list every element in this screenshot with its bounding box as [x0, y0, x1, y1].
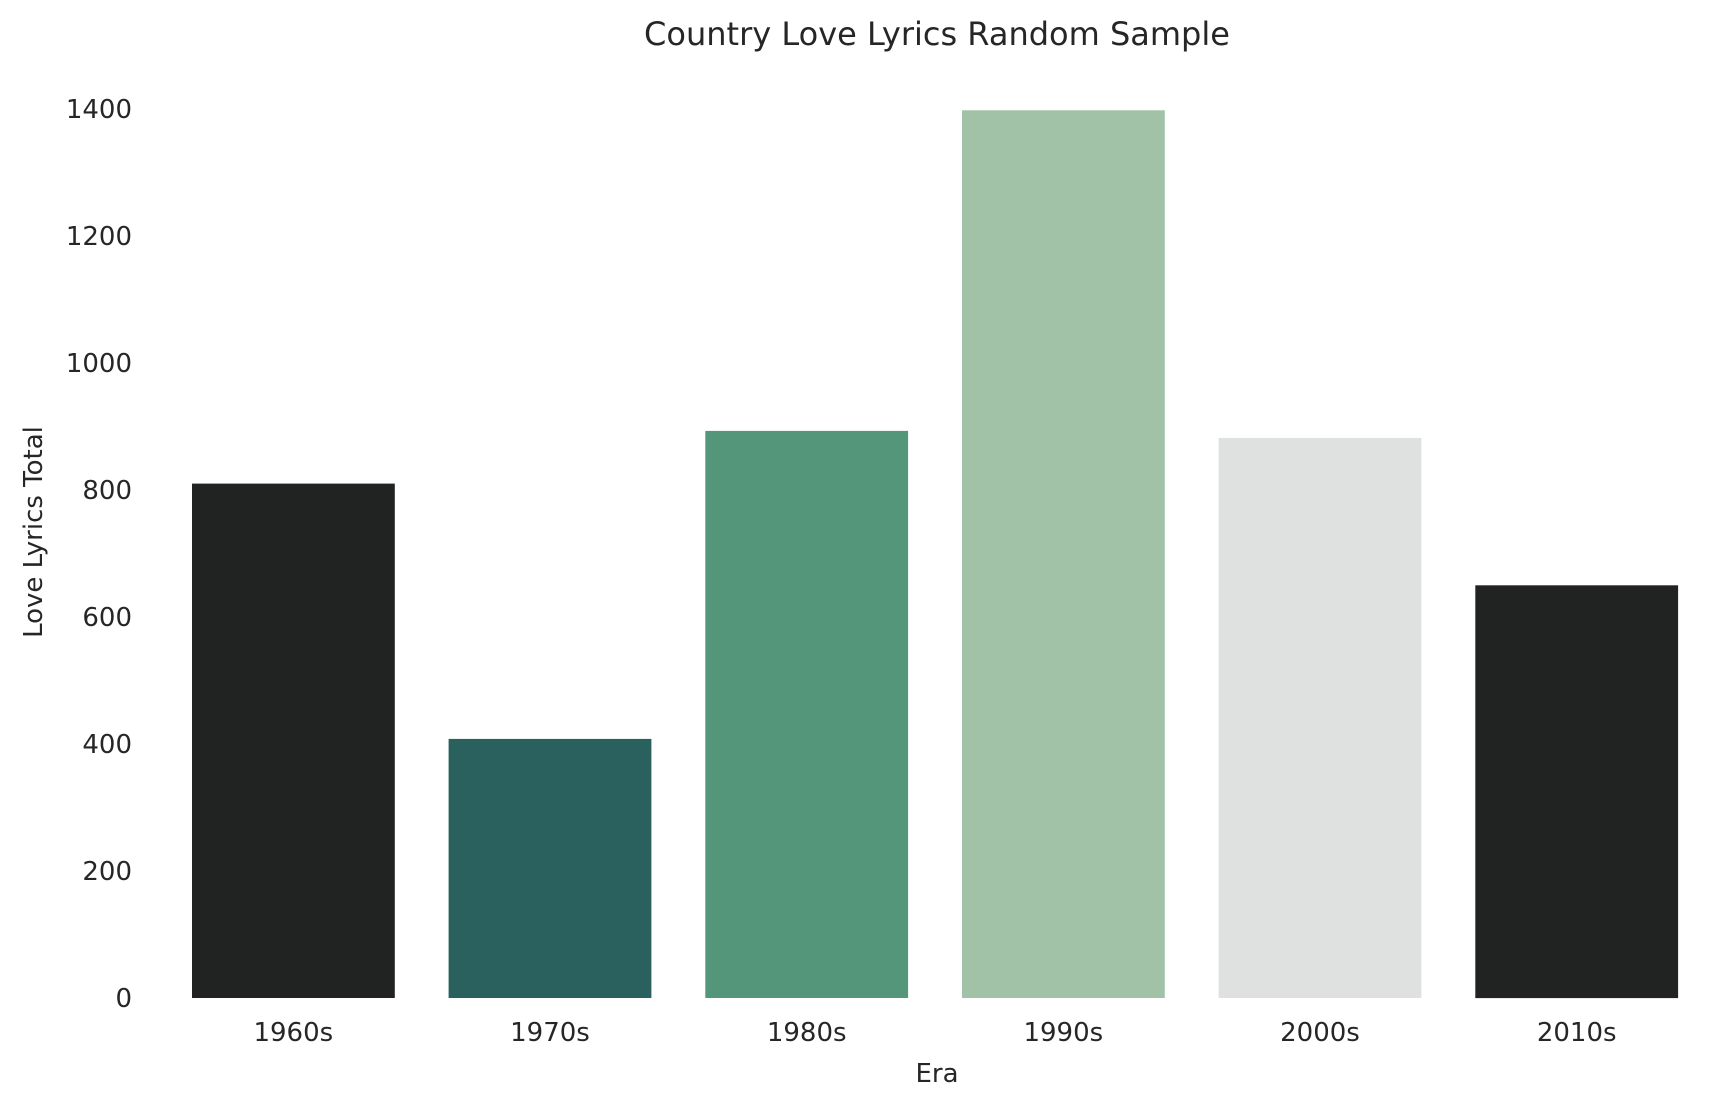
x-tick-label: 1970s	[510, 1018, 590, 1048]
bar-1980s	[705, 430, 909, 998]
y-tick-label: 800	[82, 476, 132, 506]
bar-1970s	[448, 738, 652, 998]
y-tick-label: 0	[115, 984, 132, 1014]
x-tick-label: 2000s	[1280, 1018, 1360, 1048]
bar-1990s	[962, 110, 1165, 999]
y-axis-ticks: 0 200 400 600 800 1000 1200 1400	[66, 95, 132, 1014]
x-axis-ticks: 1960s 1970s 1980s 1990s 2000s 2010s	[253, 1018, 1616, 1048]
y-tick-label: 600	[82, 603, 132, 633]
y-tick-label: 1000	[66, 349, 132, 379]
bar-2000s	[1218, 437, 1422, 998]
x-tick-label: 1990s	[1023, 1018, 1103, 1048]
bar-2010s	[1475, 585, 1679, 999]
x-tick-label: 1980s	[767, 1018, 847, 1048]
x-tick-label: 2010s	[1537, 1018, 1617, 1048]
y-axis-label: Love Lyrics Total	[19, 426, 49, 638]
x-axis-label: Era	[915, 1059, 958, 1089]
y-tick-label: 1200	[66, 222, 132, 252]
y-tick-label: 400	[82, 730, 132, 760]
bar-1960s	[192, 483, 395, 999]
y-tick-label: 200	[82, 857, 132, 887]
chart-title: Country Love Lyrics Random Sample	[644, 15, 1230, 53]
y-tick-label: 1400	[66, 95, 132, 125]
x-tick-label: 1960s	[253, 1018, 333, 1048]
bars-group	[192, 110, 1679, 999]
